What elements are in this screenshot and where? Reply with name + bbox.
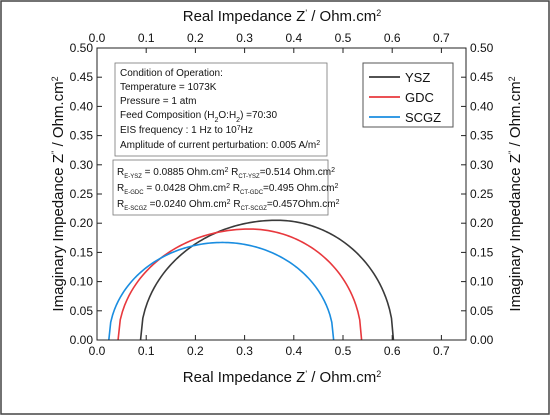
x-tick-label-top: 0.2 <box>187 31 204 45</box>
y-tick-label-left: 0.05 <box>70 304 94 318</box>
y-tick-label-right: 0.00 <box>470 333 494 347</box>
conditions-temperature: Temperature = 1073K <box>120 82 217 93</box>
ticks-layer: 0.0 0.0 0.1 0.1 0.2 0.2 0.3 0.3 0.4 0.4 0.5 0.5 0.6 0… <box>70 31 494 358</box>
y-tick-label-right: 0.20 <box>470 216 494 230</box>
series-line-ysz <box>139 219 395 341</box>
y-tick-label-left: 0.40 <box>70 99 94 113</box>
conditions-box <box>114 62 328 157</box>
x-tick-label-bottom: 0.7 <box>433 344 450 358</box>
series-layer <box>108 219 395 341</box>
x-tick-label-bottom: 0.6 <box>384 344 401 358</box>
resistance-row-gdc: RE-GDC = 0.0428 Ohm.cm2 RCT-GDC=0.495 Oh… <box>117 183 338 197</box>
y-tick-label-right: 0.35 <box>470 129 494 143</box>
y-axis-title-left: Imaginary Impedance Z'' / Ohm.cm2 <box>50 76 67 311</box>
y-tick-label-right: 0.30 <box>470 158 494 172</box>
x-tick-label-bottom: 0.1 <box>138 344 155 358</box>
x-tick-label-bottom: 0.2 <box>187 344 204 358</box>
legend-label-scgz: SCGZ <box>405 110 441 125</box>
resistances-box <box>112 159 329 216</box>
x-tick-label-bottom: 0.5 <box>335 344 352 358</box>
y-tick-label-left: 0.00 <box>70 333 94 347</box>
x-tick-label-bottom: 0.0 <box>89 344 106 358</box>
y-tick-label-left: 0.15 <box>70 245 94 259</box>
conditions-heading: Condition of Operation: <box>120 68 223 79</box>
x-tick-label-top: 0.5 <box>335 31 352 45</box>
x-axis-title-bottom: Real Impedance Z' / Ohm.cm2 <box>183 369 381 386</box>
x-tick-label-top: 0.0 <box>89 31 106 45</box>
x-tick-label-top: 0.6 <box>384 31 401 45</box>
x-tick-label-top: 0.4 <box>285 31 302 45</box>
y-tick-label-left: 0.50 <box>70 41 94 55</box>
legend: YSZ GDC SCGZ <box>369 70 441 125</box>
x-axis-title-top: Real Impedance Z' / Ohm.cm2 <box>183 8 381 25</box>
y-tick-label-left: 0.45 <box>70 70 94 84</box>
legend-label-gdc: GDC <box>405 90 434 105</box>
y-tick-label-right: 0.25 <box>470 187 494 201</box>
series-line-scgz <box>108 241 335 341</box>
x-tick-label-bottom: 0.4 <box>285 344 302 358</box>
y-tick-label-right: 0.05 <box>470 304 494 318</box>
y-tick-label-right: 0.10 <box>470 275 494 289</box>
plot-area-frame <box>96 47 467 341</box>
x-tick-label-top: 0.1 <box>138 31 155 45</box>
y-tick-label-left: 0.25 <box>70 187 94 201</box>
x-tick-label-top: 0.7 <box>433 31 450 45</box>
x-tick-label-top: 0.3 <box>236 31 253 45</box>
y-axis-title-right: Imaginary Impedance Z'' / Ohm.cm2 <box>507 76 524 311</box>
resistance-row-scgz: RE-SCGZ =0.0240 Ohm.cm2 RCT-SCGZ=0.457Oh… <box>117 199 340 213</box>
conditions-amplitude: Amplitude of current perturbation: 0.005… <box>120 140 320 152</box>
y-tick-label-right: 0.45 <box>470 70 494 84</box>
y-tick-label-right: 0.15 <box>470 245 494 259</box>
x-tick-label-bottom: 0.3 <box>236 344 253 358</box>
y-tick-label-left: 0.30 <box>70 158 94 172</box>
y-tick-label-left: 0.10 <box>70 275 94 289</box>
legend-label-ysz: YSZ <box>405 70 430 85</box>
y-tick-label-right: 0.40 <box>470 99 494 113</box>
y-tick-label-right: 0.50 <box>470 41 494 55</box>
y-tick-label-left: 0.20 <box>70 216 94 230</box>
resistance-row-ysz: RE-YSZ = 0.0885 Ohm.cm2 RCT-YSZ=0.514 Oh… <box>117 167 335 181</box>
conditions-pressure: Pressure = 1 atm <box>120 96 196 107</box>
conditions-eis: EIS frequency : 1 Hz to 107Hz <box>120 125 253 137</box>
y-tick-label-left: 0.35 <box>70 129 94 143</box>
